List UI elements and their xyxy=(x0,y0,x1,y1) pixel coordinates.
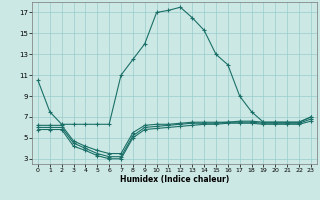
X-axis label: Humidex (Indice chaleur): Humidex (Indice chaleur) xyxy=(120,175,229,184)
